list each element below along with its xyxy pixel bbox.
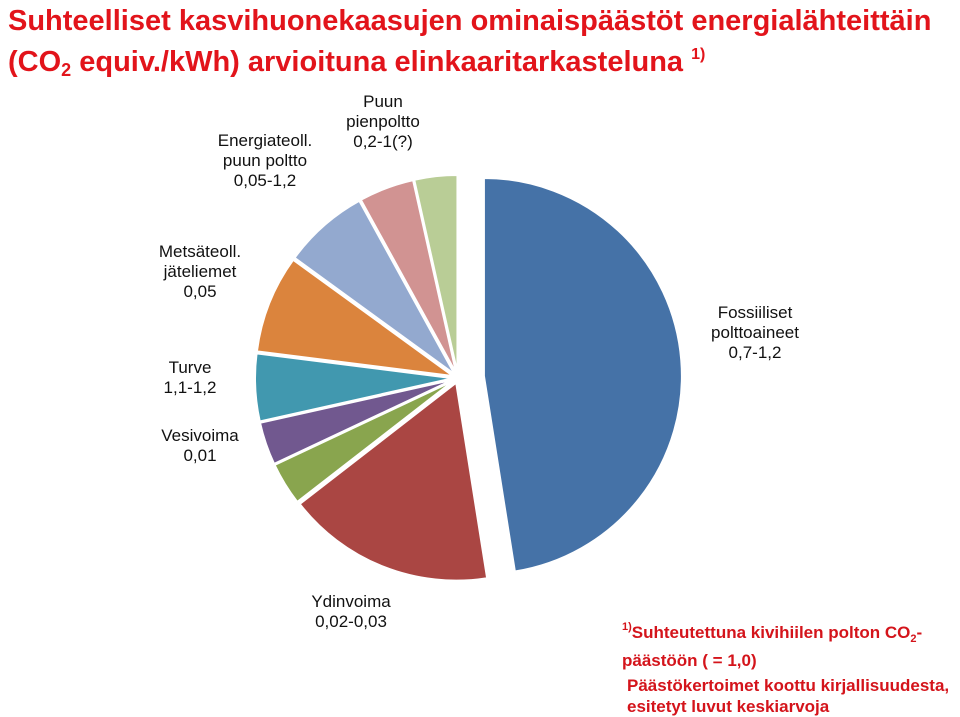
pie-slice-8	[413, 174, 459, 374]
slice-label-7: Puun pienpoltto 0,2-1(?)	[333, 92, 433, 152]
title-subscript: 2	[61, 60, 72, 80]
title-line-2: (CO2 equiv./kWh) arvioituna elinkaaritar…	[8, 38, 952, 87]
pie-slice-6	[293, 199, 456, 376]
source-note-line-2: esitetyt luvut keskiarvoja	[627, 697, 830, 716]
slice-label-1-line-0: Ydinvoima	[311, 592, 391, 611]
slice-label-3-line-1: jäteliemet	[163, 262, 237, 281]
slice-label-2-line-1: 0,01	[183, 446, 217, 465]
title-line-1: Suhteelliset kasvihuonekaasujen ominaisp…	[8, 5, 932, 37]
title-co-prefix: (CO	[8, 46, 62, 78]
slice-label-6-line-1: puun poltto	[222, 151, 308, 170]
slice-label-4-line-1: 1,1-1,2	[163, 378, 217, 397]
slice-label-4-line-0: Turve	[168, 358, 212, 377]
slice-label-4: Turve 1,1-1,2	[150, 358, 230, 398]
pie-slice-7	[359, 178, 458, 374]
source-note-line-1: Päästökertoimet koottu kirjallisuudesta,	[627, 676, 950, 695]
slice-label-7-line-1: pienpoltto	[346, 112, 420, 131]
pie-slice-3	[258, 378, 454, 466]
slice-label-0-line-1: polttoaineet	[711, 323, 799, 342]
footnote-line-1: 1)Suhteutettuna kivihiilen polton CO2-	[622, 617, 922, 650]
slice-label-3-line-2: 0,05	[183, 282, 217, 301]
slice-label-6-line-2: 0,05-1,2	[233, 171, 297, 190]
slice-label-3: Metsäteoll. jäteliemet 0,05	[150, 242, 250, 302]
slice-label-0: Fossiiliset polttoaineet 0,7-1,2	[700, 303, 810, 363]
slice-label-7-line-0: Puun	[363, 92, 403, 111]
pie-slice-1	[298, 380, 489, 582]
slice-label-0-line-2: 0,7-1,2	[728, 343, 782, 362]
slice-label-7-line-2: 0,2-1(?)	[353, 132, 413, 151]
title-rest: equiv./kWh) arvioituna elinkaaritarkaste…	[71, 46, 692, 78]
slice-label-2: Vesivoima 0,01	[150, 426, 250, 466]
slice-label-2-line-0: Vesivoima	[161, 426, 239, 445]
slice-label-6: Energiateoll. puun poltto 0,05-1,2	[210, 131, 320, 191]
footnote-line-2: päästöön ( = 1,0)	[622, 651, 757, 670]
pie-slice-2	[273, 379, 455, 504]
footnote: 1)Suhteutettuna kivihiilen polton CO2- p…	[622, 617, 922, 671]
footnote-text-1: Suhteutettuna kivihiilen polton CO	[631, 623, 911, 642]
footnote-subscript: 2	[910, 633, 917, 645]
slice-label-6-line-0: Energiateoll.	[217, 131, 313, 150]
title-superscript: 1)	[691, 46, 706, 63]
source-note: Päästökertoimet koottu kirjallisuudesta,…	[627, 675, 949, 717]
pie-slice-5	[255, 258, 454, 378]
slice-label-1-line-1: 0,02-0,03	[315, 612, 387, 631]
slice-label-0-line-0: Fossiiliset	[717, 303, 793, 322]
slice-label-1: Ydinvoima 0,02-0,03	[296, 592, 406, 632]
chart-title: Suhteelliset kasvihuonekaasujen ominaisp…	[8, 4, 952, 87]
pie-slice-0	[482, 176, 683, 573]
pie-slice-4	[254, 352, 454, 423]
footnote-dash: -	[916, 623, 923, 642]
slice-label-3-line-0: Metsäteoll.	[158, 242, 242, 261]
footnote-marker: 1)	[622, 621, 632, 633]
